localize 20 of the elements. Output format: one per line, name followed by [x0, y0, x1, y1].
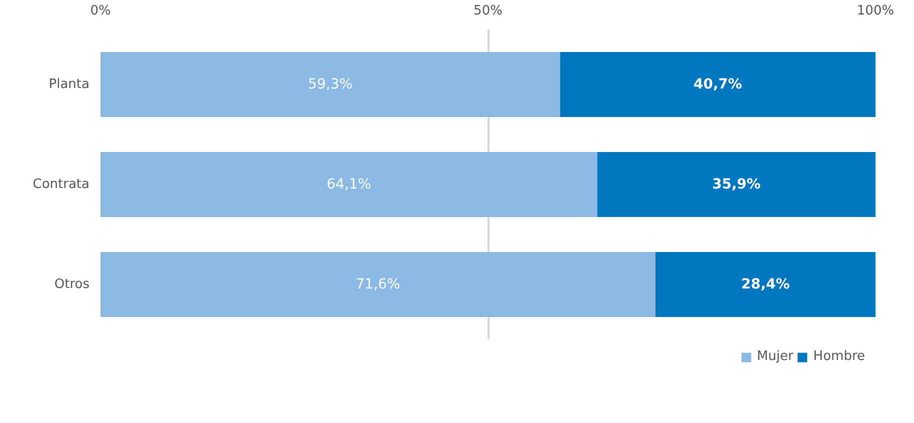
bar — [100, 152, 598, 217]
data-label: 35,9% — [712, 176, 761, 192]
y-tick-label: Otros — [54, 277, 90, 292]
legend-label: Hombre — [813, 349, 865, 364]
data-label: 59,3% — [308, 76, 353, 92]
bar — [655, 252, 876, 317]
bar — [100, 52, 560, 117]
legend-label: Mujer — [756, 349, 794, 364]
x-tick-label: 100% — [856, 4, 894, 18]
data-label: 64,1% — [326, 176, 372, 192]
y-tick-label: Contrata — [32, 177, 90, 192]
x-tick-label: 50% — [474, 4, 502, 18]
x-tick-label: 0% — [90, 4, 111, 18]
data-label: 28,4% — [741, 276, 790, 292]
y-tick-label: Planta — [48, 77, 90, 92]
bar — [100, 252, 656, 317]
bar — [597, 152, 876, 217]
data-label: 71,6% — [356, 276, 400, 292]
bar — [560, 52, 876, 117]
data-label: 40,7% — [694, 76, 742, 92]
